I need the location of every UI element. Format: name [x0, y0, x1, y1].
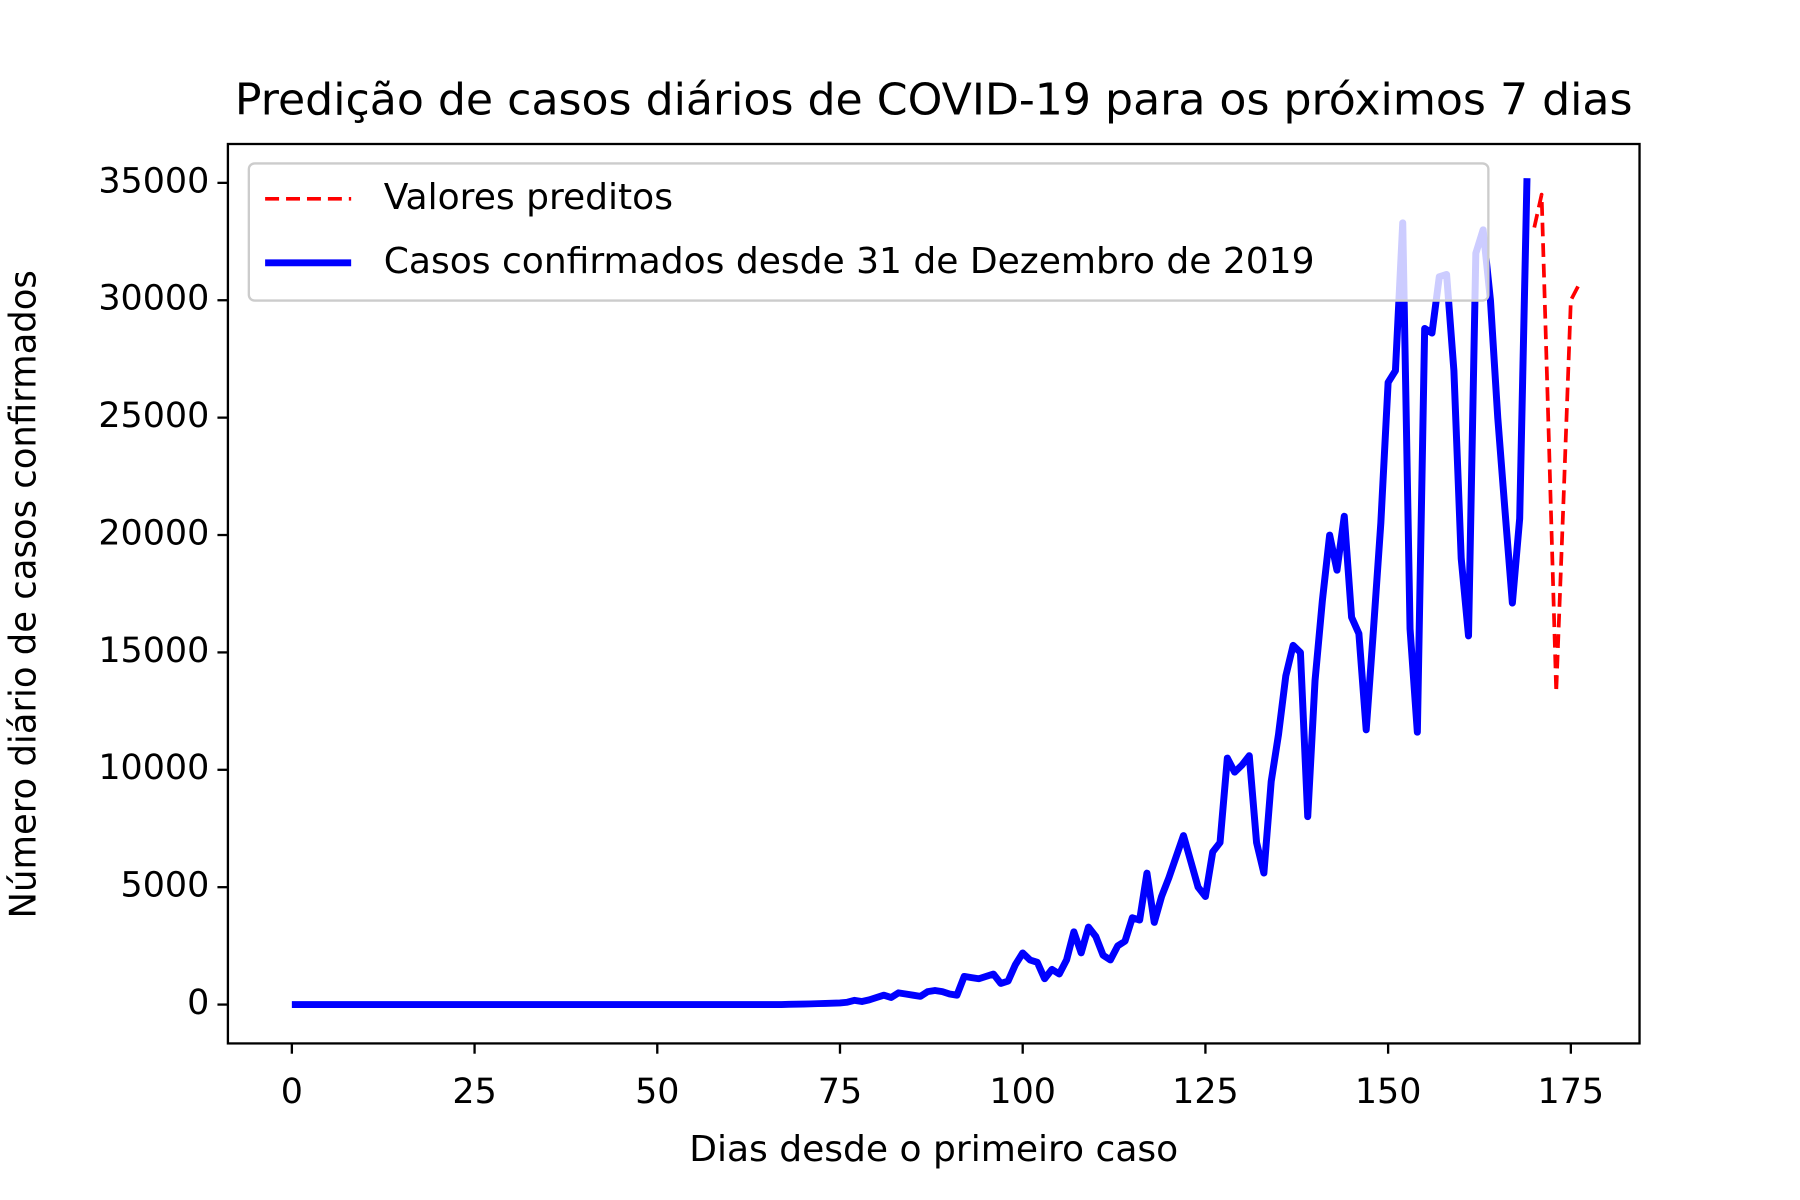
x-tick-label: 75 [818, 1072, 862, 1112]
axes-frame [226, 142, 1641, 1045]
chart-title: Predição de casos diários de COVID-19 pa… [235, 75, 1633, 126]
series-line [1532, 192, 1580, 695]
y-axis-label: Número diário de casos confirmados [3, 270, 44, 918]
y-tick-label: 30000 [98, 279, 209, 319]
x-axis-label: Dias desde o primeiro caso [689, 1129, 1178, 1170]
x-tick-label: 25 [452, 1072, 496, 1112]
x-tick-label: 100 [989, 1072, 1056, 1112]
legend-label: Casos confirmados desde 31 de Dezembro d… [384, 241, 1315, 282]
legend: Valores preditos Casos confirmados desde … [247, 162, 1490, 302]
y-tick-label: 25000 [98, 396, 209, 436]
y-tick-label: 10000 [98, 748, 209, 788]
x-tick-label: 150 [1355, 1072, 1422, 1112]
plot-area: 0 25 50 75 100 125 150 175 0 5000 10000 15000 20000 2… [98, 162, 1604, 1113]
x-tick-label: 50 [635, 1072, 679, 1112]
x-tick-label: 0 [281, 1072, 303, 1112]
x-tick-label: 125 [1172, 1072, 1239, 1112]
legend-box [247, 162, 1490, 302]
legend-label: Valores preditos [384, 177, 673, 218]
series-line [291, 178, 1531, 1009]
y-tick-label: 15000 [98, 631, 209, 671]
y-tick-label: 35000 [98, 162, 209, 202]
y-tick-label: 0 [187, 983, 209, 1023]
x-tick-label: 175 [1538, 1072, 1605, 1112]
y-tick-label: 20000 [98, 514, 209, 554]
y-tick-label: 5000 [121, 866, 210, 906]
